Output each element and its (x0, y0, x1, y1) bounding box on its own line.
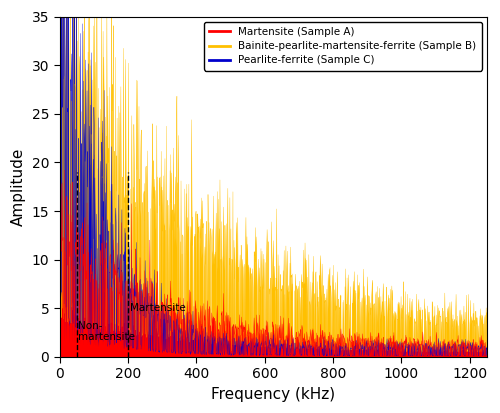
Text: Martensite: Martensite (130, 304, 186, 313)
Legend: Martensite (Sample A), Bainite-pearlite-martensite-ferrite (Sample B), Pearlite-: Martensite (Sample A), Bainite-pearlite-… (204, 22, 481, 71)
X-axis label: Frequency (kHz): Frequency (kHz) (211, 387, 336, 402)
Y-axis label: Amplitude: Amplitude (11, 147, 26, 226)
Text: Non-
martensite: Non- martensite (78, 321, 135, 342)
